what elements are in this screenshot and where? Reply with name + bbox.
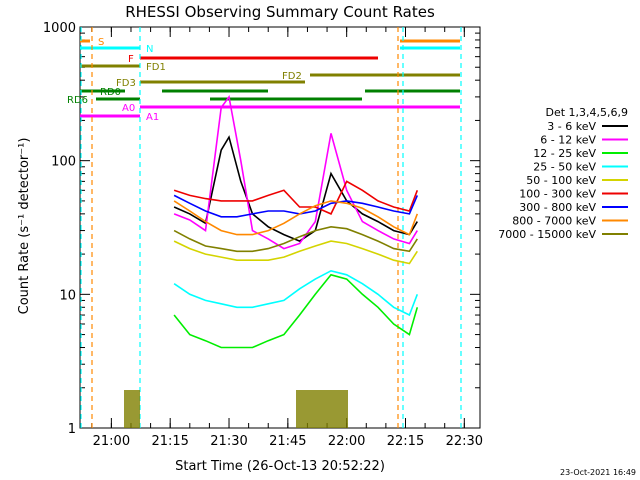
x-tick-label: 21:00 bbox=[93, 434, 130, 449]
series-line-5 bbox=[173, 180, 419, 215]
flag-label: FD2 bbox=[282, 71, 302, 82]
high-energy-block bbox=[124, 390, 140, 428]
x-tick-label: 21:30 bbox=[210, 434, 247, 449]
x-tick-label: 21:15 bbox=[151, 434, 188, 449]
legend-label: 100 - 300 keV bbox=[519, 188, 596, 201]
generation-timestamp: 23-Oct-2021 16:49 bbox=[560, 468, 636, 477]
flag-label: N bbox=[146, 44, 153, 55]
y-tick-label: 100 bbox=[51, 155, 76, 170]
legend-label: 7000 - 15000 keV bbox=[498, 228, 596, 241]
high-energy-block bbox=[296, 390, 348, 428]
x-tick-label: 22:15 bbox=[387, 434, 424, 449]
series-line-2 bbox=[173, 273, 419, 349]
legend-label: 300 - 800 keV bbox=[519, 201, 596, 214]
flag-label: RD0 bbox=[100, 87, 121, 98]
legend-label: 50 - 100 keV bbox=[526, 174, 596, 187]
x-tick-label: 22:00 bbox=[328, 434, 365, 449]
y-axis-label: Count Rate (s⁻¹ detector⁻¹) bbox=[17, 138, 32, 315]
flag-label: A0 bbox=[122, 103, 135, 114]
plot-frame bbox=[79, 26, 481, 429]
y-tick-label: 1000 bbox=[43, 21, 76, 36]
legend-title: Det 1,3,4,5,6,9 bbox=[545, 106, 628, 119]
flag-label: RD6 bbox=[67, 95, 88, 106]
legend-label: 6 - 12 keV bbox=[540, 134, 596, 147]
legend-label: 800 - 7000 keV bbox=[512, 215, 596, 228]
legend-label: 3 - 6 keV bbox=[547, 120, 596, 133]
y-tick-label: 1 bbox=[68, 422, 76, 437]
chart-title: RHESSI Observing Summary Count Rates bbox=[125, 3, 435, 21]
flag-label: A1 bbox=[146, 112, 159, 123]
series-line-8 bbox=[173, 225, 418, 253]
axes: 1 10 100 1000 21:00 21:15 21:30 21:45 22:00 22:15… bbox=[43, 21, 483, 449]
x-tick-label: 21:45 bbox=[269, 434, 306, 449]
legend-label: 25 - 50 keV bbox=[533, 161, 596, 174]
series-line-7 bbox=[173, 200, 419, 236]
legend-label: 12 - 25 keV bbox=[533, 147, 596, 160]
flag-label: F bbox=[128, 54, 134, 65]
flag-label: FD3 bbox=[116, 78, 136, 89]
series-line-1 bbox=[173, 94, 418, 250]
series-line-4 bbox=[173, 240, 418, 265]
flag-label: FD1 bbox=[146, 62, 166, 73]
series-lines bbox=[124, 94, 419, 428]
series-line-3 bbox=[173, 269, 419, 317]
flag-label: S bbox=[98, 37, 104, 48]
series-line-0 bbox=[173, 135, 418, 243]
x-axis-label: Start Time (26-Oct-13 20:52:22) bbox=[175, 459, 385, 474]
x-tick-label: 22:30 bbox=[446, 434, 483, 449]
y-tick-label: 10 bbox=[59, 288, 76, 303]
